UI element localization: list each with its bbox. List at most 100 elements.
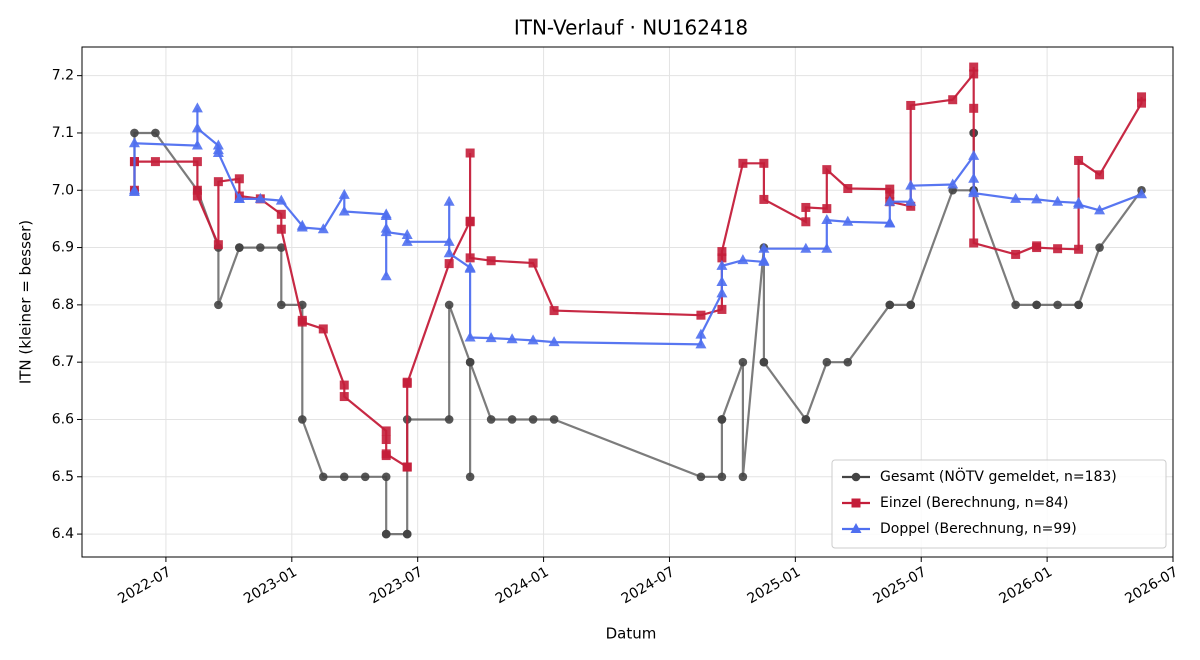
marker bbox=[969, 103, 979, 113]
legend-label: Doppel (Berechnung, n=99) bbox=[880, 521, 1077, 537]
marker bbox=[380, 210, 392, 221]
marker bbox=[277, 300, 286, 310]
marker bbox=[276, 224, 286, 234]
marker bbox=[444, 300, 454, 310]
marker bbox=[969, 62, 979, 72]
marker bbox=[191, 102, 203, 113]
marker bbox=[695, 338, 707, 349]
y-axis-label: ITN (kleiner = besser) bbox=[17, 220, 35, 384]
marker bbox=[401, 228, 413, 239]
marker bbox=[1136, 188, 1148, 199]
marker bbox=[233, 192, 245, 203]
marker bbox=[759, 194, 769, 204]
marker bbox=[486, 415, 496, 424]
marker bbox=[947, 178, 959, 189]
marker bbox=[318, 472, 328, 482]
marker bbox=[1095, 243, 1104, 252]
marker bbox=[192, 157, 202, 167]
marker bbox=[969, 69, 979, 79]
marker bbox=[1074, 244, 1084, 254]
marker bbox=[738, 472, 748, 482]
marker bbox=[464, 262, 476, 273]
marker bbox=[737, 254, 749, 265]
marker bbox=[716, 259, 728, 270]
y-tick-label: 6.9 bbox=[52, 240, 74, 256]
marker bbox=[443, 247, 455, 258]
marker bbox=[318, 324, 328, 334]
x-axis-label: Datum bbox=[606, 625, 657, 643]
marker bbox=[822, 204, 832, 214]
plot-frame bbox=[81, 46, 1174, 558]
marker bbox=[1011, 249, 1021, 259]
marker bbox=[212, 147, 224, 158]
marker bbox=[360, 472, 370, 482]
y-tick-label: 6.6 bbox=[52, 411, 74, 427]
marker bbox=[968, 149, 980, 160]
marker bbox=[1137, 98, 1147, 108]
marker bbox=[528, 258, 538, 268]
y-tick-label: 7.2 bbox=[52, 68, 74, 84]
marker bbox=[276, 209, 286, 219]
x-tick-label: 2024-01 bbox=[493, 564, 552, 607]
marker bbox=[192, 191, 202, 201]
marker bbox=[716, 275, 728, 286]
marker bbox=[968, 172, 980, 183]
marker bbox=[821, 214, 833, 225]
marker bbox=[885, 189, 895, 199]
marker bbox=[339, 392, 349, 402]
marker bbox=[317, 223, 329, 234]
x-tick-label: 2026-07 bbox=[1122, 564, 1181, 607]
x-tick-label: 2025-01 bbox=[745, 564, 804, 607]
marker bbox=[851, 498, 861, 508]
marker bbox=[1094, 204, 1106, 215]
marker bbox=[1053, 300, 1062, 310]
marker bbox=[151, 128, 160, 138]
y-tick-label: 6.5 bbox=[52, 469, 74, 485]
y-tick-label: 6.4 bbox=[52, 526, 74, 542]
marker bbox=[128, 185, 140, 196]
marker bbox=[401, 235, 413, 246]
marker bbox=[128, 137, 140, 148]
marker bbox=[1011, 300, 1020, 310]
marker bbox=[464, 331, 476, 342]
marker bbox=[906, 201, 916, 211]
y-tick-label: 6.7 bbox=[52, 354, 74, 370]
marker bbox=[402, 378, 412, 388]
marker bbox=[842, 215, 854, 226]
legend-label: Gesamt (NÖTV gemeldet, n=183) bbox=[880, 467, 1117, 485]
marker bbox=[506, 333, 518, 344]
marker bbox=[380, 270, 392, 281]
marker bbox=[297, 317, 307, 327]
marker bbox=[213, 240, 223, 250]
marker bbox=[297, 415, 307, 424]
marker bbox=[381, 449, 391, 459]
marker bbox=[1052, 195, 1064, 206]
marker bbox=[759, 357, 769, 367]
marker bbox=[192, 185, 202, 195]
marker bbox=[695, 328, 707, 339]
marker bbox=[465, 357, 475, 367]
marker bbox=[213, 177, 223, 187]
marker bbox=[822, 357, 832, 367]
marker bbox=[381, 435, 391, 445]
marker bbox=[1073, 198, 1085, 209]
marker bbox=[717, 247, 727, 257]
marker bbox=[1032, 300, 1041, 310]
marker bbox=[1095, 170, 1105, 180]
marker bbox=[380, 226, 392, 237]
marker bbox=[738, 158, 748, 168]
marker bbox=[905, 179, 917, 190]
marker bbox=[1010, 192, 1022, 203]
marker bbox=[696, 472, 706, 482]
marker bbox=[759, 158, 769, 168]
marker bbox=[275, 194, 287, 205]
y-tick-label: 6.8 bbox=[52, 297, 74, 313]
marker bbox=[549, 306, 559, 316]
marker bbox=[884, 195, 896, 206]
marker bbox=[1074, 300, 1083, 310]
marker bbox=[381, 529, 391, 539]
x-tick-label: 2023-01 bbox=[241, 564, 300, 607]
x-tick-label: 2025-07 bbox=[871, 564, 930, 607]
marker bbox=[716, 287, 728, 298]
